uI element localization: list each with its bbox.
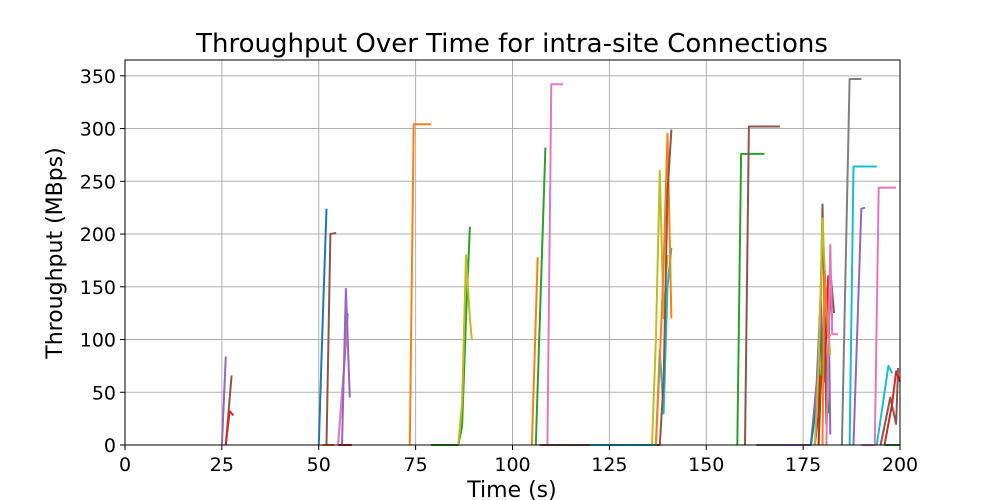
x-tick-label: 125 <box>591 454 627 476</box>
series-line-32 <box>825 243 838 446</box>
y-tick-label: 150 <box>80 277 116 299</box>
series-line-33 <box>840 78 862 446</box>
series-line-23 <box>744 125 780 446</box>
x-tick-label: 150 <box>688 454 724 476</box>
series-line-20 <box>654 132 673 446</box>
series-line-22 <box>736 152 765 446</box>
series-line-11 <box>408 123 432 446</box>
series-line-18 <box>590 247 673 446</box>
series-line-35 <box>852 206 866 446</box>
y-axis-label: Throughput (MBps) <box>43 147 68 359</box>
x-tick-label: 175 <box>785 454 821 476</box>
x-tick-label: 50 <box>307 454 331 476</box>
series-line-16 <box>546 83 563 446</box>
series-layer <box>220 78 901 446</box>
series-line-34 <box>848 165 877 446</box>
y-tick-label: 250 <box>80 171 116 193</box>
series-line-6 <box>325 232 337 446</box>
series-line-39 <box>883 370 901 446</box>
y-tick-label: 0 <box>104 435 116 457</box>
x-axis-label: Time (s) <box>466 478 556 500</box>
series-line-37 <box>875 364 894 446</box>
y-tick-label: 100 <box>80 330 116 352</box>
y-tick-label: 300 <box>80 119 116 141</box>
series-line-38 <box>879 367 900 446</box>
x-tick-label: 0 <box>119 454 131 476</box>
series-line-10 <box>341 287 351 446</box>
x-tick-label: 100 <box>494 454 530 476</box>
series-line-15 <box>534 147 547 446</box>
y-tick-label: 350 <box>80 66 116 88</box>
series-line-1 <box>220 356 227 446</box>
x-tick-label: 200 <box>882 454 918 476</box>
grid-layer <box>124 60 901 446</box>
series-line-21 <box>658 129 673 446</box>
chart-title: Throughput Over Time for intra-site Conn… <box>195 29 828 59</box>
tick-layer: 0 25 50 75 100 125 150 175 200 0 50 100 150 200 250 300… <box>80 66 918 476</box>
x-tick-label: 25 <box>210 454 234 476</box>
series-line-3 <box>224 410 235 446</box>
y-tick-label: 200 <box>80 224 116 246</box>
series-line-4 <box>317 208 328 446</box>
y-tick-label: 50 <box>92 382 116 404</box>
x-tick-label: 75 <box>404 454 428 476</box>
series-line-13 <box>457 254 473 446</box>
series-line-14 <box>530 257 539 446</box>
